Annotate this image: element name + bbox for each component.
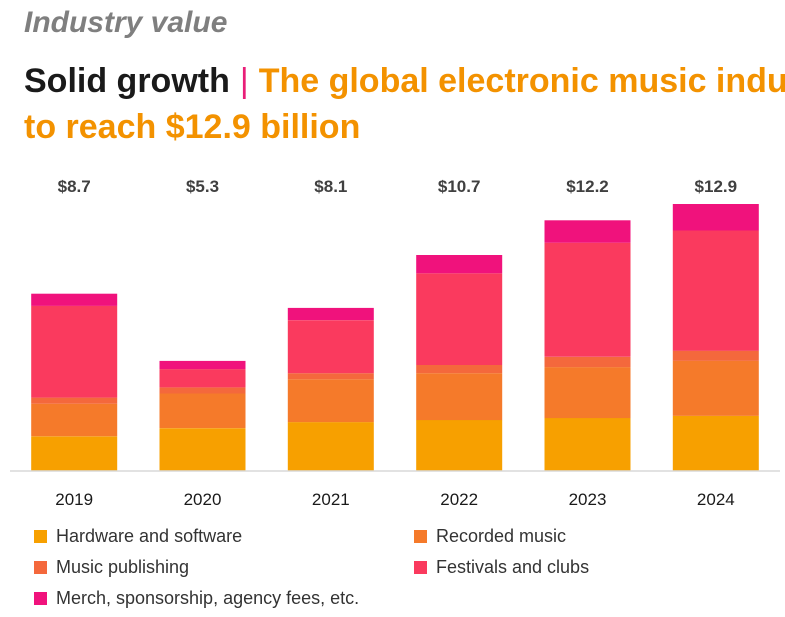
legend-label: Hardware and software — [56, 526, 243, 546]
chart-kicker: Industry value — [24, 6, 228, 39]
total-label-2023: $12.2 — [566, 177, 609, 196]
bar-segment-2022-3 — [416, 273, 503, 365]
x-tick-label-2021: 2021 — [312, 490, 350, 509]
bar-segment-2021-2 — [287, 373, 374, 380]
total-label-2020: $5.3 — [186, 177, 219, 196]
bar-segment-2022-0 — [416, 420, 503, 471]
bar-segment-2021-1 — [287, 379, 374, 423]
bar-segment-2021-4 — [287, 307, 374, 321]
x-tick-label-2022: 2022 — [440, 490, 478, 509]
bar-segment-2024-3 — [672, 230, 759, 351]
legend-label: Merch, sponsorship, agency fees, etc. — [56, 588, 360, 608]
legend-item: Festivals and clubs — [414, 557, 589, 578]
legend-swatch — [414, 561, 427, 574]
legend-swatch — [34, 530, 47, 543]
total-label-2021: $8.1 — [314, 177, 347, 196]
bar-segment-2019-0 — [31, 436, 118, 471]
headline-separator: | — [239, 62, 249, 100]
legend-swatch — [34, 561, 47, 574]
legend-label: Recorded music — [436, 526, 567, 546]
headline-subtitle-line1: The global electronic music indu — [258, 62, 785, 100]
bar-segment-2019-4 — [31, 293, 118, 306]
bar-segment-2023-1 — [544, 367, 631, 419]
bar-segment-2019-3 — [31, 305, 118, 398]
headline-subtitle-line2: to reach $12.9 billion — [24, 108, 361, 146]
legend-item: Music publishing — [34, 557, 189, 578]
legend-item: Hardware and software — [34, 526, 242, 547]
bar-segment-2023-3 — [544, 242, 631, 357]
bar-segment-2020-4 — [159, 360, 246, 370]
bar-segment-2023-2 — [544, 356, 631, 368]
stacked-bar-chart: $8.7 2019 $5.3 2020 $8.1 2021 $10.7 2022 $12.2 20… — [10, 177, 780, 509]
bar-segment-2023-0 — [544, 418, 631, 471]
bar-segment-2021-0 — [287, 422, 374, 471]
legend-item: Merch, sponsorship, agency fees, etc. — [34, 588, 359, 609]
total-label-2019: $8.7 — [58, 177, 91, 196]
bar-segment-2024-1 — [672, 360, 759, 416]
bar-segment-2022-2 — [416, 365, 503, 374]
headline-lead: Solid growth — [24, 62, 230, 100]
legend-swatch — [34, 592, 47, 605]
bar-segment-2024-2 — [672, 350, 759, 361]
total-label-2022: $10.7 — [438, 177, 481, 196]
x-tick-label-2019: 2019 — [55, 490, 93, 509]
bar-segment-2020-0 — [159, 428, 246, 471]
bar-segment-2019-1 — [31, 403, 118, 437]
legend-label: Festivals and clubs — [436, 557, 590, 577]
bar-segment-2022-1 — [416, 373, 503, 421]
bar-segment-2023-4 — [544, 220, 631, 243]
bar-segment-2020-3 — [159, 369, 246, 388]
legend-swatch — [414, 530, 427, 543]
bar-segment-2020-1 — [159, 393, 246, 429]
legend-label: Music publishing — [56, 557, 190, 577]
x-tick-label-2023: 2023 — [569, 490, 607, 509]
total-label-2024: $12.9 — [695, 177, 738, 196]
bar-segment-2024-0 — [672, 416, 759, 471]
bar-segment-2021-3 — [287, 320, 374, 374]
bar-segment-2020-2 — [159, 387, 246, 394]
bar-segment-2019-2 — [31, 397, 118, 404]
legend-item: Recorded music — [414, 526, 566, 547]
x-tick-label-2024: 2024 — [697, 490, 735, 509]
chart-headline: Solid growth | The global electronic music… — [24, 56, 785, 106]
bar-segment-2022-4 — [416, 255, 503, 274]
bar-segment-2024-4 — [672, 204, 759, 231]
x-tick-label-2020: 2020 — [184, 490, 222, 509]
